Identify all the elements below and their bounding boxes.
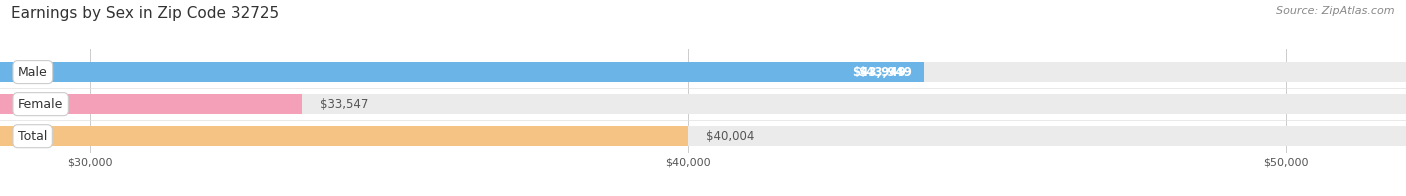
Bar	[0, 94, 302, 114]
Text: Male: Male	[18, 66, 48, 79]
Bar	[0, 62, 924, 82]
Text: $43,949: $43,949	[859, 66, 912, 79]
Bar	[0, 94, 1406, 114]
Text: Total: Total	[18, 130, 48, 143]
Text: Earnings by Sex in Zip Code 32725: Earnings by Sex in Zip Code 32725	[11, 6, 280, 21]
Bar	[0, 126, 1406, 146]
Text: $33,547: $33,547	[321, 98, 368, 111]
Text: Source: ZipAtlas.com: Source: ZipAtlas.com	[1277, 6, 1395, 16]
Bar	[0, 62, 1406, 82]
Text: Female: Female	[18, 98, 63, 111]
Bar	[0, 126, 689, 146]
Text: $40,004: $40,004	[706, 130, 755, 143]
Text: $43,949: $43,949	[852, 66, 907, 79]
